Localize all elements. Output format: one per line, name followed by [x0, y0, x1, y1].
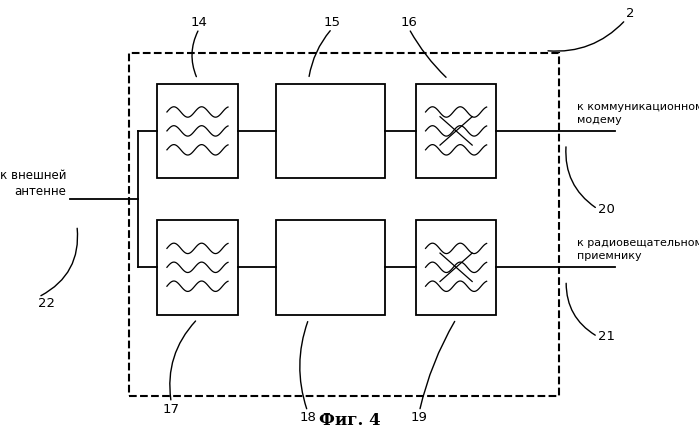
Bar — [276, 220, 384, 315]
Text: 14: 14 — [191, 15, 208, 29]
Text: 21: 21 — [598, 330, 614, 343]
Text: 19: 19 — [411, 411, 428, 425]
Text: к коммуникационному
модему: к коммуникационному модему — [577, 102, 699, 125]
Bar — [416, 84, 496, 178]
Text: 15: 15 — [324, 15, 340, 29]
Bar — [276, 84, 384, 178]
Text: 20: 20 — [598, 202, 614, 216]
Text: Фиг. 4: Фиг. 4 — [319, 412, 380, 429]
Text: к радиовещательному
приемнику: к радиовещательному приемнику — [577, 238, 699, 261]
Text: к внешней
антенне: к внешней антенне — [0, 169, 66, 198]
Bar — [129, 53, 559, 396]
Text: 17: 17 — [163, 403, 180, 416]
Bar — [416, 220, 496, 315]
Text: 22: 22 — [38, 297, 55, 310]
Text: 16: 16 — [401, 15, 417, 29]
Bar — [157, 84, 238, 178]
Text: 18: 18 — [299, 411, 316, 425]
Bar — [157, 220, 238, 315]
Text: 2: 2 — [626, 7, 634, 20]
